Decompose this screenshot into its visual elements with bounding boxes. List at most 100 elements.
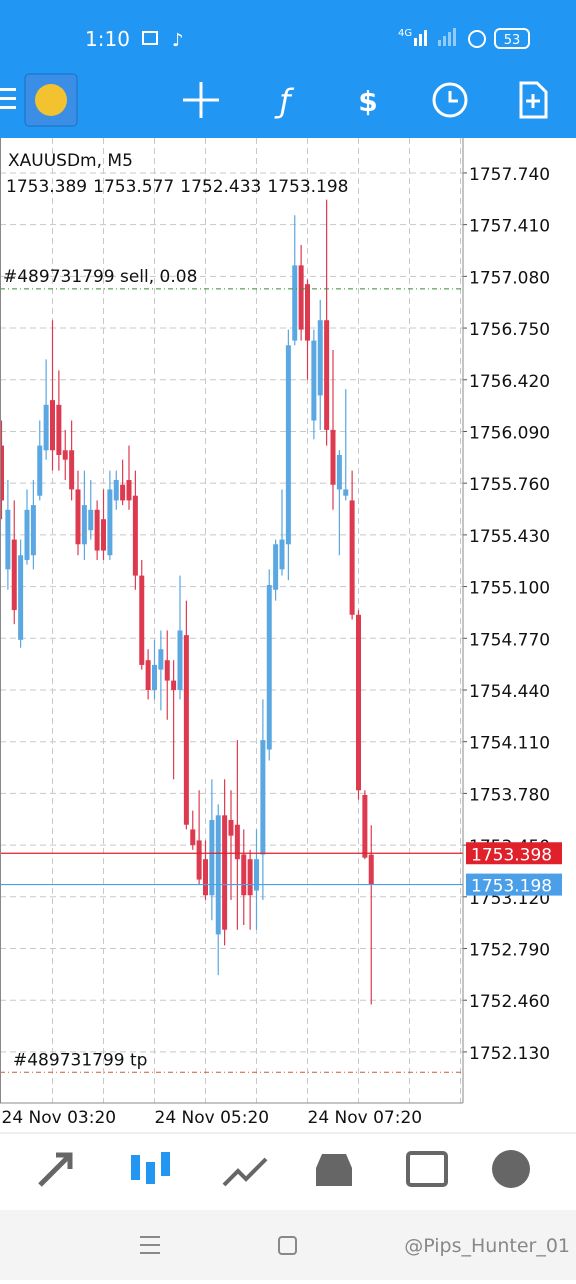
notif-icon	[142, 31, 158, 45]
y-tick-label: 1756.750	[469, 320, 550, 340]
y-tick-label: 1757.740	[469, 165, 550, 185]
y-tick-label: 1754.440	[469, 682, 550, 702]
candle-body	[305, 284, 310, 341]
battery-level: 53	[504, 33, 521, 48]
shield-icon	[468, 30, 486, 48]
x-tick-label: 24 Nov 05:20	[155, 1108, 270, 1128]
candle-body	[126, 480, 132, 501]
candle-body	[88, 509, 94, 531]
crosshair-button[interactable]	[183, 82, 219, 118]
candle-body	[69, 450, 75, 490]
ohlc-close: 1753.198	[267, 177, 348, 197]
candle-body	[228, 820, 234, 836]
order-label: #489731799 sell, 0.08	[3, 267, 197, 287]
candle-body	[37, 445, 43, 496]
candle-body	[62, 450, 68, 460]
candle-body	[311, 340, 317, 421]
ohlc-open: 1753.389	[6, 177, 87, 197]
music-icon: ♪	[172, 30, 184, 51]
candle-body	[209, 820, 215, 896]
candle-body	[24, 509, 30, 560]
candle-body	[94, 509, 100, 551]
candle-body	[317, 320, 323, 396]
toolbar	[0, 62, 576, 138]
y-tick-label: 1755.430	[469, 527, 550, 547]
candle-body	[139, 575, 145, 665]
y-tick-label: 1752.130	[469, 1044, 550, 1064]
y-tick-label: 1757.080	[469, 268, 550, 288]
network-type: 4G	[398, 28, 412, 39]
history-tab[interactable]	[316, 1154, 352, 1186]
candle-body	[75, 489, 81, 545]
y-tick-label: 1754.770	[469, 630, 550, 650]
candle-body	[362, 794, 368, 858]
candle-body	[343, 489, 349, 496]
clock-hands	[448, 91, 458, 103]
candle-body	[266, 585, 272, 750]
news-tab[interactable]	[406, 1151, 448, 1187]
y-tick-label: 1752.460	[469, 992, 550, 1012]
bottom-nav	[0, 1133, 576, 1210]
nav-menu[interactable]	[140, 1236, 160, 1254]
price-tag	[466, 842, 562, 865]
y-tick-label: 1754.110	[469, 734, 550, 754]
candle-body	[215, 815, 221, 935]
chart-tab[interactable]	[131, 1152, 170, 1184]
plus	[526, 94, 540, 108]
price-tag	[466, 873, 562, 896]
ohlc-low: 1752.433	[180, 177, 261, 197]
order-label: #489731799 tp	[13, 1050, 147, 1070]
candle-body	[324, 320, 330, 430]
candle-body	[107, 489, 113, 556]
candle-body	[171, 680, 177, 690]
candle-body	[0, 445, 4, 501]
candle-body	[132, 495, 138, 576]
x-tick-label: 24 Nov 03:20	[2, 1108, 117, 1128]
y-tick-label: 1757.410	[469, 217, 550, 237]
candle-body	[298, 265, 304, 330]
ohlc-readout: 1753.389 1753.577 1752.433 1753.198	[6, 177, 349, 197]
candle-body	[356, 614, 361, 791]
y-tick-label: 1755.100	[469, 579, 550, 599]
candle-body	[113, 480, 119, 501]
new-order-button[interactable]	[519, 81, 548, 119]
candle-body	[222, 815, 228, 930]
candle-body	[247, 859, 253, 896]
quotes-tab[interactable]	[38, 1152, 73, 1187]
nav-home[interactable]	[278, 1236, 297, 1255]
candle-body	[177, 630, 183, 690]
x-tick-label: 24 Nov 07:20	[308, 1108, 423, 1128]
candle-body	[368, 854, 374, 885]
candle-body	[349, 500, 355, 615]
candle-body	[234, 824, 240, 860]
candle-body	[81, 505, 87, 545]
watermark: @Pips_Hunter_01	[404, 1235, 570, 1257]
battery	[494, 28, 530, 49]
candle-body	[183, 635, 189, 825]
y-tick-label: 1755.760	[469, 475, 550, 495]
price-tag-label: 1753.398	[471, 845, 552, 865]
candle-body	[196, 840, 202, 880]
indicators-button[interactable]: ƒ	[273, 82, 294, 120]
trade-button[interactable]: $	[358, 85, 377, 118]
candle-body	[203, 859, 208, 896]
candle-body	[190, 829, 196, 846]
candle-body	[56, 404, 62, 455]
candle-body	[292, 265, 298, 341]
candle-body	[241, 854, 247, 896]
timeframe-button[interactable]	[432, 82, 468, 118]
ohlc-high: 1753.577	[93, 177, 174, 197]
candle-body	[279, 539, 285, 570]
signal-icon	[414, 28, 456, 46]
menu-button[interactable]	[0, 88, 16, 109]
candle-body	[254, 859, 259, 891]
candle-body	[164, 660, 170, 681]
chart-title: XAUUSDm, M5	[8, 151, 133, 171]
status-time: 1:10	[85, 27, 130, 51]
y-tick-label: 1752.790	[469, 941, 550, 961]
candle-body	[260, 740, 266, 855]
trade-tab[interactable]	[222, 1157, 268, 1187]
chat-tab[interactable]	[492, 1150, 530, 1188]
